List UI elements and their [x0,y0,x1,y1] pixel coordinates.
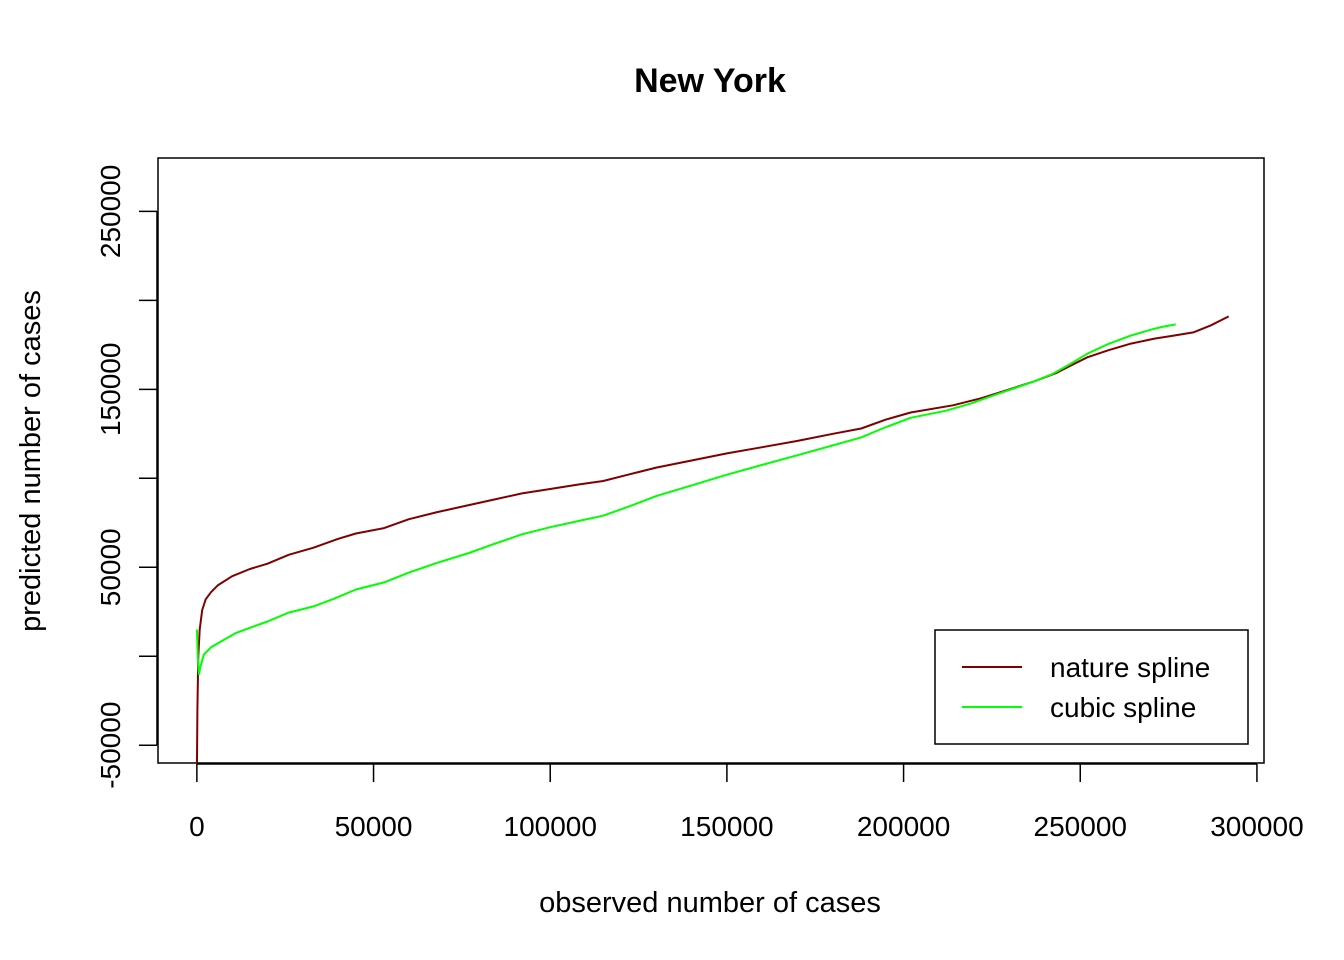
series-layer [195,315,1230,763]
legend-label-nature-spline: nature spline [1050,652,1210,683]
x-tick-label: 250000 [1034,811,1127,842]
legend-label-cubic-spline: cubic spline [1050,692,1196,723]
x-tick-label: 0 [189,811,205,842]
x-tick-label: 150000 [680,811,773,842]
y-axis-title: predicted number of cases [15,290,47,632]
x-tick-label: 200000 [857,811,950,842]
plot-frame [157,157,1265,764]
series-line-nature-spline [195,315,1230,763]
x-tick-label: 100000 [504,811,597,842]
y-axis: -50000 50000 150000 250000 [95,165,158,789]
y-tick-label: -50000 [95,702,126,789]
chart-title: New York [634,62,786,100]
legend-box [934,629,1249,745]
x-axis-title: observed number of cases [539,887,881,919]
y-tick-label: 50000 [95,528,126,606]
plot-area [157,157,1265,764]
x-tick-label: 50000 [335,811,413,842]
x-tick-label: 300000 [1210,811,1303,842]
series-line-cubic-spline [195,323,1176,675]
y-tick-label: 150000 [95,343,126,436]
x-axis: 0 50000 100000 150000 200000 250000 300000 [189,763,1304,842]
y-tick-label: 250000 [95,165,126,258]
legend: nature spline cubic spline [934,629,1249,745]
